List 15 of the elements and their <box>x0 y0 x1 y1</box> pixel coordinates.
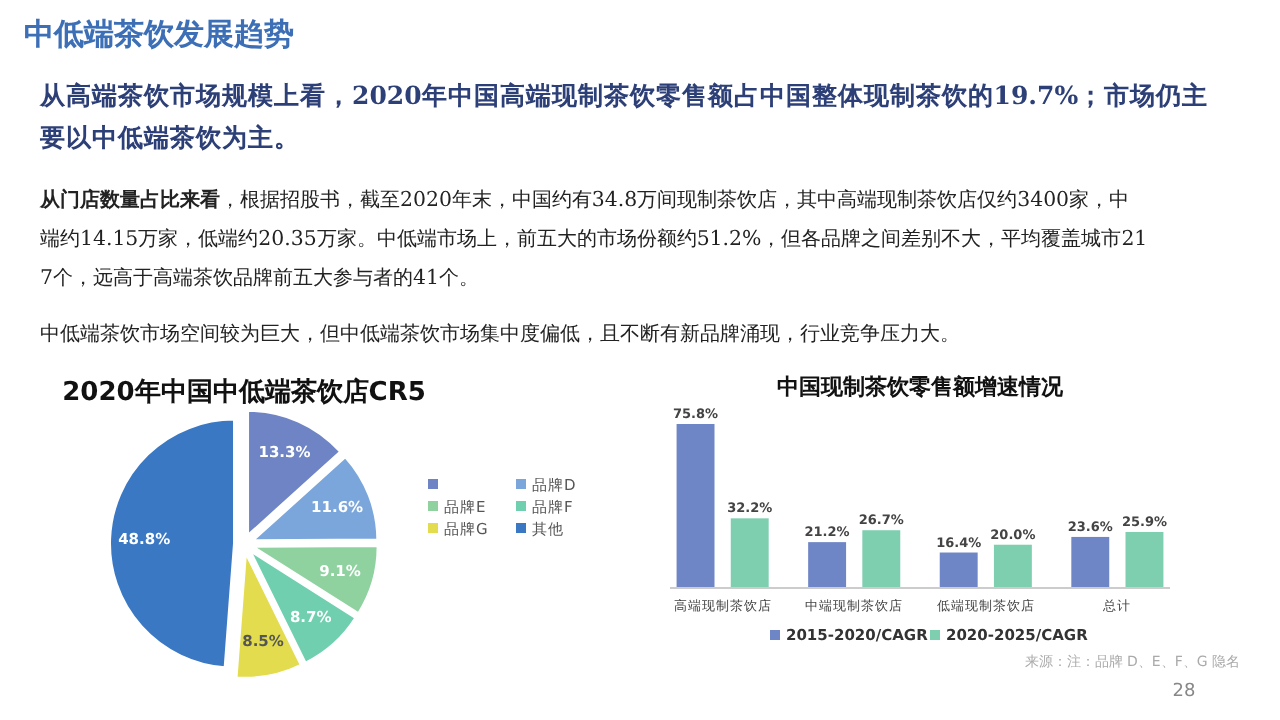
text: 中低端茶饮市场空间较为巨大，但中低端茶饮市场集中度偏低，且不断有新品牌涌现，行业竞争压力大。 <box>40 322 960 346</box>
text: 从高端茶饮市场规模上看，2020年中国高端现制茶饮零售额占中国整体现制茶饮的19.7%；市场仍主要以中低端茶饮为主。 <box>38 80 1209 152</box>
text: 从门店数量占比来看，根据招股书，截至2020年末，中国约有34.8万间现制茶饮店，其中高端现制茶饮店仅约3400家，中端约14.15万家，低端约20.35万家。中低端市场上，前五大的市场份额约51.2%，但各品牌之间差别不大，平均覆盖城市217个，远高于高端茶饮品牌前五大参与者的41个。 <box>38 188 1148 290</box>
bar <box>1125 531 1164 588</box>
bar <box>862 530 901 588</box>
bar <box>1071 536 1110 588</box>
text: 28 <box>1172 682 1196 702</box>
chart-title: 2020年中国中低端茶饮店CR5 <box>62 376 426 408</box>
bar <box>993 544 1032 588</box>
chart-title: 中国现制茶饮零售额增速情况 <box>777 374 1065 400</box>
bar <box>939 552 978 588</box>
text: 中低端茶饮发展趋势 <box>24 16 294 52</box>
bar <box>676 424 715 588</box>
bar <box>730 518 769 588</box>
bar <box>808 542 847 588</box>
